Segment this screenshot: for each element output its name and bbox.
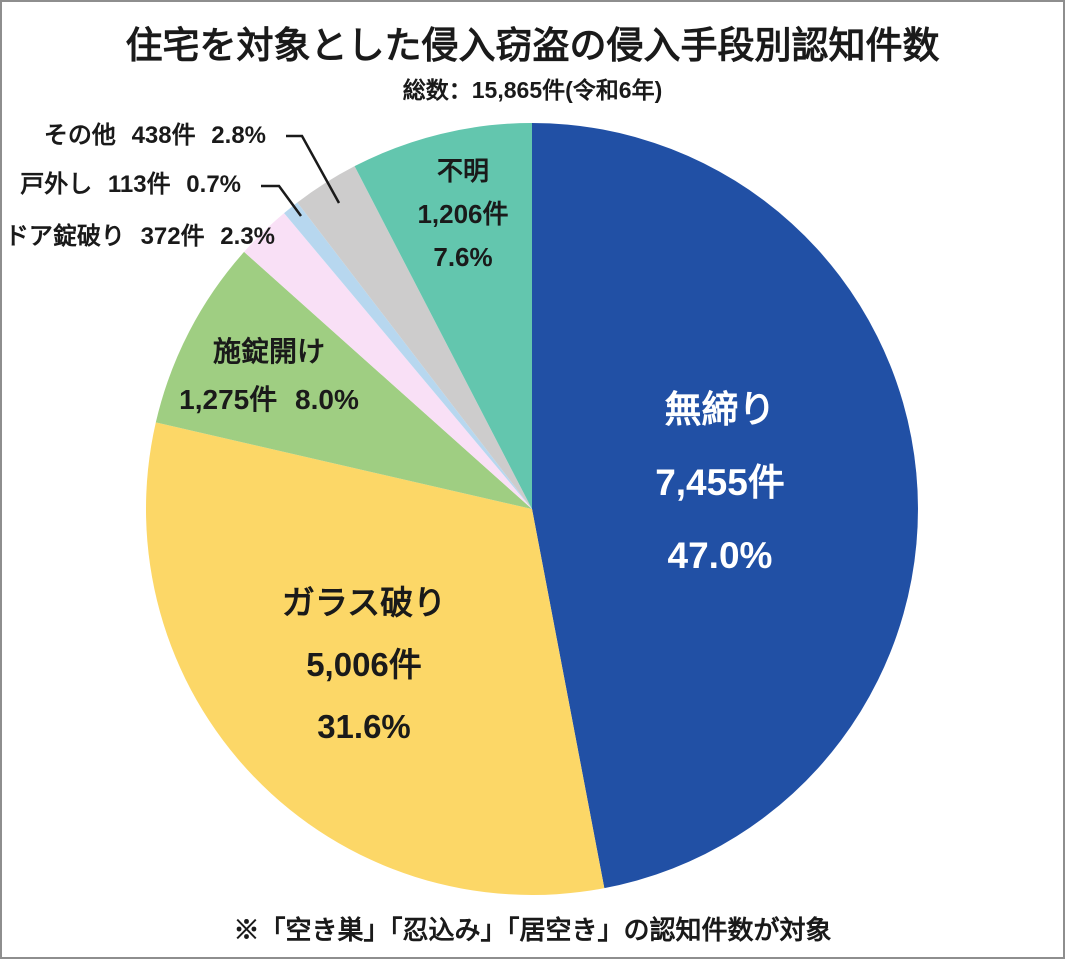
slice-label-door-lock-breaking: ドア錠破り 372件 2.3%: [2, 222, 275, 252]
slice-name: ドア錠破り: [4, 223, 125, 250]
slice-label-lock-picking: 施錠開け 1,275件 8.0%: [149, 328, 389, 424]
pie-slice-door-lock-breaking: [244, 213, 532, 509]
slice-label-glass-breaking: ガラス破り 5,006件 31.6%: [234, 572, 494, 758]
slice-count: 113件: [107, 171, 171, 198]
slice-percent: 2.8%: [211, 122, 266, 149]
leader-line-door-removal: [261, 184, 303, 217]
slice-name: 施錠開け: [212, 336, 325, 367]
slice-count: 438件: [131, 122, 196, 149]
slice-count: 7,455件: [655, 462, 785, 503]
pie-slice-door-removal: [284, 202, 532, 509]
pie-slice-unknown: [354, 123, 532, 509]
slice-count: 1,206件: [417, 199, 509, 229]
slice-label-unknown: 不明 1,206件 7.6%: [373, 150, 553, 279]
slice-percent: 0.7%: [186, 171, 241, 198]
pie-slice-unlocked: [532, 123, 918, 889]
slice-count-percent: 1,275件 8.0%: [149, 376, 389, 424]
slice-count: 372件: [140, 223, 205, 250]
slice-percent: 47.0%: [667, 535, 773, 576]
chart-subtitle: 総数：15,865件(令和6年): [402, 77, 663, 103]
pie-slice-glass-breaking: [145, 422, 605, 895]
slice-count: 5,006件: [306, 646, 422, 683]
slice-name: ガラス破り: [281, 584, 447, 621]
slice-count: 1,275件: [179, 384, 278, 415]
leader-line-other: [286, 134, 341, 204]
slice-percent: 8.0%: [295, 384, 359, 415]
slice-name: 無締り: [664, 389, 776, 430]
slice-label-other: その他 438件 2.8%: [2, 121, 266, 151]
pie-slices-group: [145, 123, 918, 895]
slice-label-door-removal: 戸外し 113件 0.7%: [2, 170, 241, 200]
pie-slice-lock-picking: [155, 251, 532, 510]
slice-percent: 7.6%: [433, 242, 493, 272]
slice-percent: 2.3%: [220, 223, 275, 250]
chart-footnote: ※「空き巣」「忍込み」「居空き」の認知件数が対象: [233, 915, 832, 945]
slice-name: 不明: [436, 156, 489, 186]
slice-name: 戸外し: [20, 171, 93, 198]
slice-percent: 31.6%: [317, 708, 411, 745]
chart-title: 住宅を対象とした侵入窃盗の侵入手段別認知件数: [125, 25, 940, 66]
slice-label-unlocked: 無締り 7,455件 47.0%: [590, 373, 850, 592]
pie-slice-other: [297, 166, 532, 509]
slice-name: その他: [43, 122, 116, 149]
